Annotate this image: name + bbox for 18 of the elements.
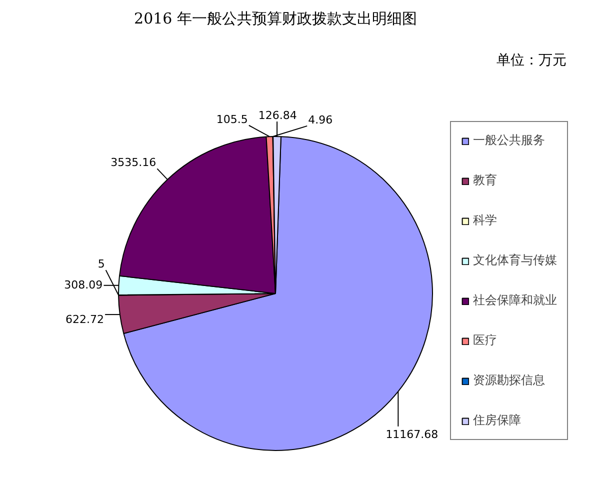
data-label: 4.96: [308, 113, 333, 126]
chart-subtitle: 单位：万元: [496, 52, 566, 68]
data-label: 3535.16: [110, 156, 156, 170]
legend-label: 资源勘探信息: [473, 372, 545, 389]
data-label: 308.09: [64, 278, 103, 292]
data-label: 126.84: [258, 109, 297, 122]
legend-label: 医疗: [473, 332, 497, 349]
legend-label: 教育: [473, 172, 497, 189]
chart-title: 2016 年一般公共预算财政拨款支出明细图: [134, 10, 417, 28]
data-label: 622.72: [66, 312, 104, 326]
data-label: 11167.68: [386, 428, 438, 441]
data-label: 105.5: [216, 112, 248, 126]
legend-label: 文化体育与传媒: [473, 252, 557, 269]
legend-label: 社会保障和就业: [473, 292, 557, 309]
legend-label: 一般公共服务: [473, 132, 545, 149]
legend-label: 科学: [473, 212, 497, 229]
legend-label: 住房保障: [473, 412, 521, 429]
data-label: 5: [98, 258, 105, 271]
